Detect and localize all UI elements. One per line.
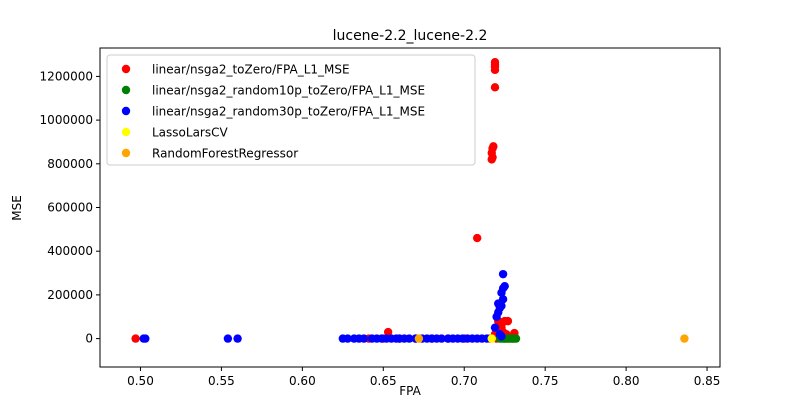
x-tick-label: 0.65 (370, 374, 397, 388)
x-axis-label: FPA (399, 384, 421, 398)
data-point (503, 316, 513, 326)
legend: linear/nsga2_toZero/FPA_L1_MSE linear/nsg… (106, 54, 476, 166)
data-point (437, 334, 446, 343)
data-point (404, 334, 414, 343)
y-tick-label: 1200000 (40, 69, 93, 83)
y-tick-label: 600000 (47, 201, 93, 215)
data-point (141, 334, 150, 343)
y-tick-label: 200000 (47, 288, 93, 302)
data-point (472, 233, 482, 243)
data-point (511, 334, 521, 343)
chart-title: lucene-2.2_lucene-2.2 (333, 28, 488, 44)
legend-marker (121, 127, 131, 137)
data-point (497, 332, 506, 341)
series-3 (487, 334, 496, 343)
y-axis-ticks: 0 200000 400000 600000 800000 1000000 1200000 (40, 69, 100, 346)
series-4 (414, 334, 689, 343)
y-tick-label: 1000000 (40, 113, 93, 127)
data-point (498, 269, 508, 279)
data-point (500, 281, 509, 291)
x-tick-label: 0.80 (613, 374, 640, 388)
data-point (497, 301, 506, 311)
y-axis-label: MSE (10, 195, 24, 221)
legend-marker (121, 106, 131, 116)
legend-marker (121, 64, 131, 74)
data-point (490, 58, 500, 67)
x-axis-ticks: 0.50 0.55 0.60 0.65 0.70 0.75 0.80 0.85 (127, 367, 720, 388)
x-tick-label: 0.75 (532, 374, 559, 388)
data-point (223, 334, 233, 343)
data-point (131, 334, 140, 343)
data-point (414, 334, 424, 343)
y-tick-label: 800000 (47, 157, 93, 171)
data-point (233, 334, 242, 343)
x-tick-label: 0.50 (127, 374, 154, 388)
data-point (383, 327, 393, 337)
legend-marker (121, 85, 131, 95)
legend-entry: linear/nsga2_toZero/FPA_L1_MSE (152, 63, 350, 77)
data-point (498, 295, 508, 304)
series-2 (139, 269, 509, 343)
x-tick-label: 0.85 (694, 374, 721, 388)
legend-entry: LassoLarsCV (152, 126, 228, 140)
data-point (489, 142, 498, 151)
data-point (359, 334, 369, 343)
legend-entry: linear/nsga2_random10p_toZero/FPA_L1_MSE (152, 84, 425, 98)
x-tick-label: 0.55 (208, 374, 235, 388)
data-point (343, 334, 352, 343)
data-point (487, 334, 496, 343)
plot-area (131, 58, 689, 343)
x-tick-label: 0.60 (289, 374, 316, 388)
data-point (490, 83, 500, 92)
y-tick-label: 400000 (47, 244, 93, 258)
data-point (680, 334, 689, 343)
legend-entry: RandomForestRegressor (152, 147, 298, 161)
legend-entry: linear/nsga2_random30p_toZero/FPA_L1_MSE (152, 105, 425, 119)
legend-box (106, 54, 476, 166)
y-tick-label: 0 (85, 332, 93, 346)
x-tick-label: 0.70 (451, 374, 478, 388)
data-point (490, 323, 500, 332)
legend-marker (121, 148, 131, 158)
